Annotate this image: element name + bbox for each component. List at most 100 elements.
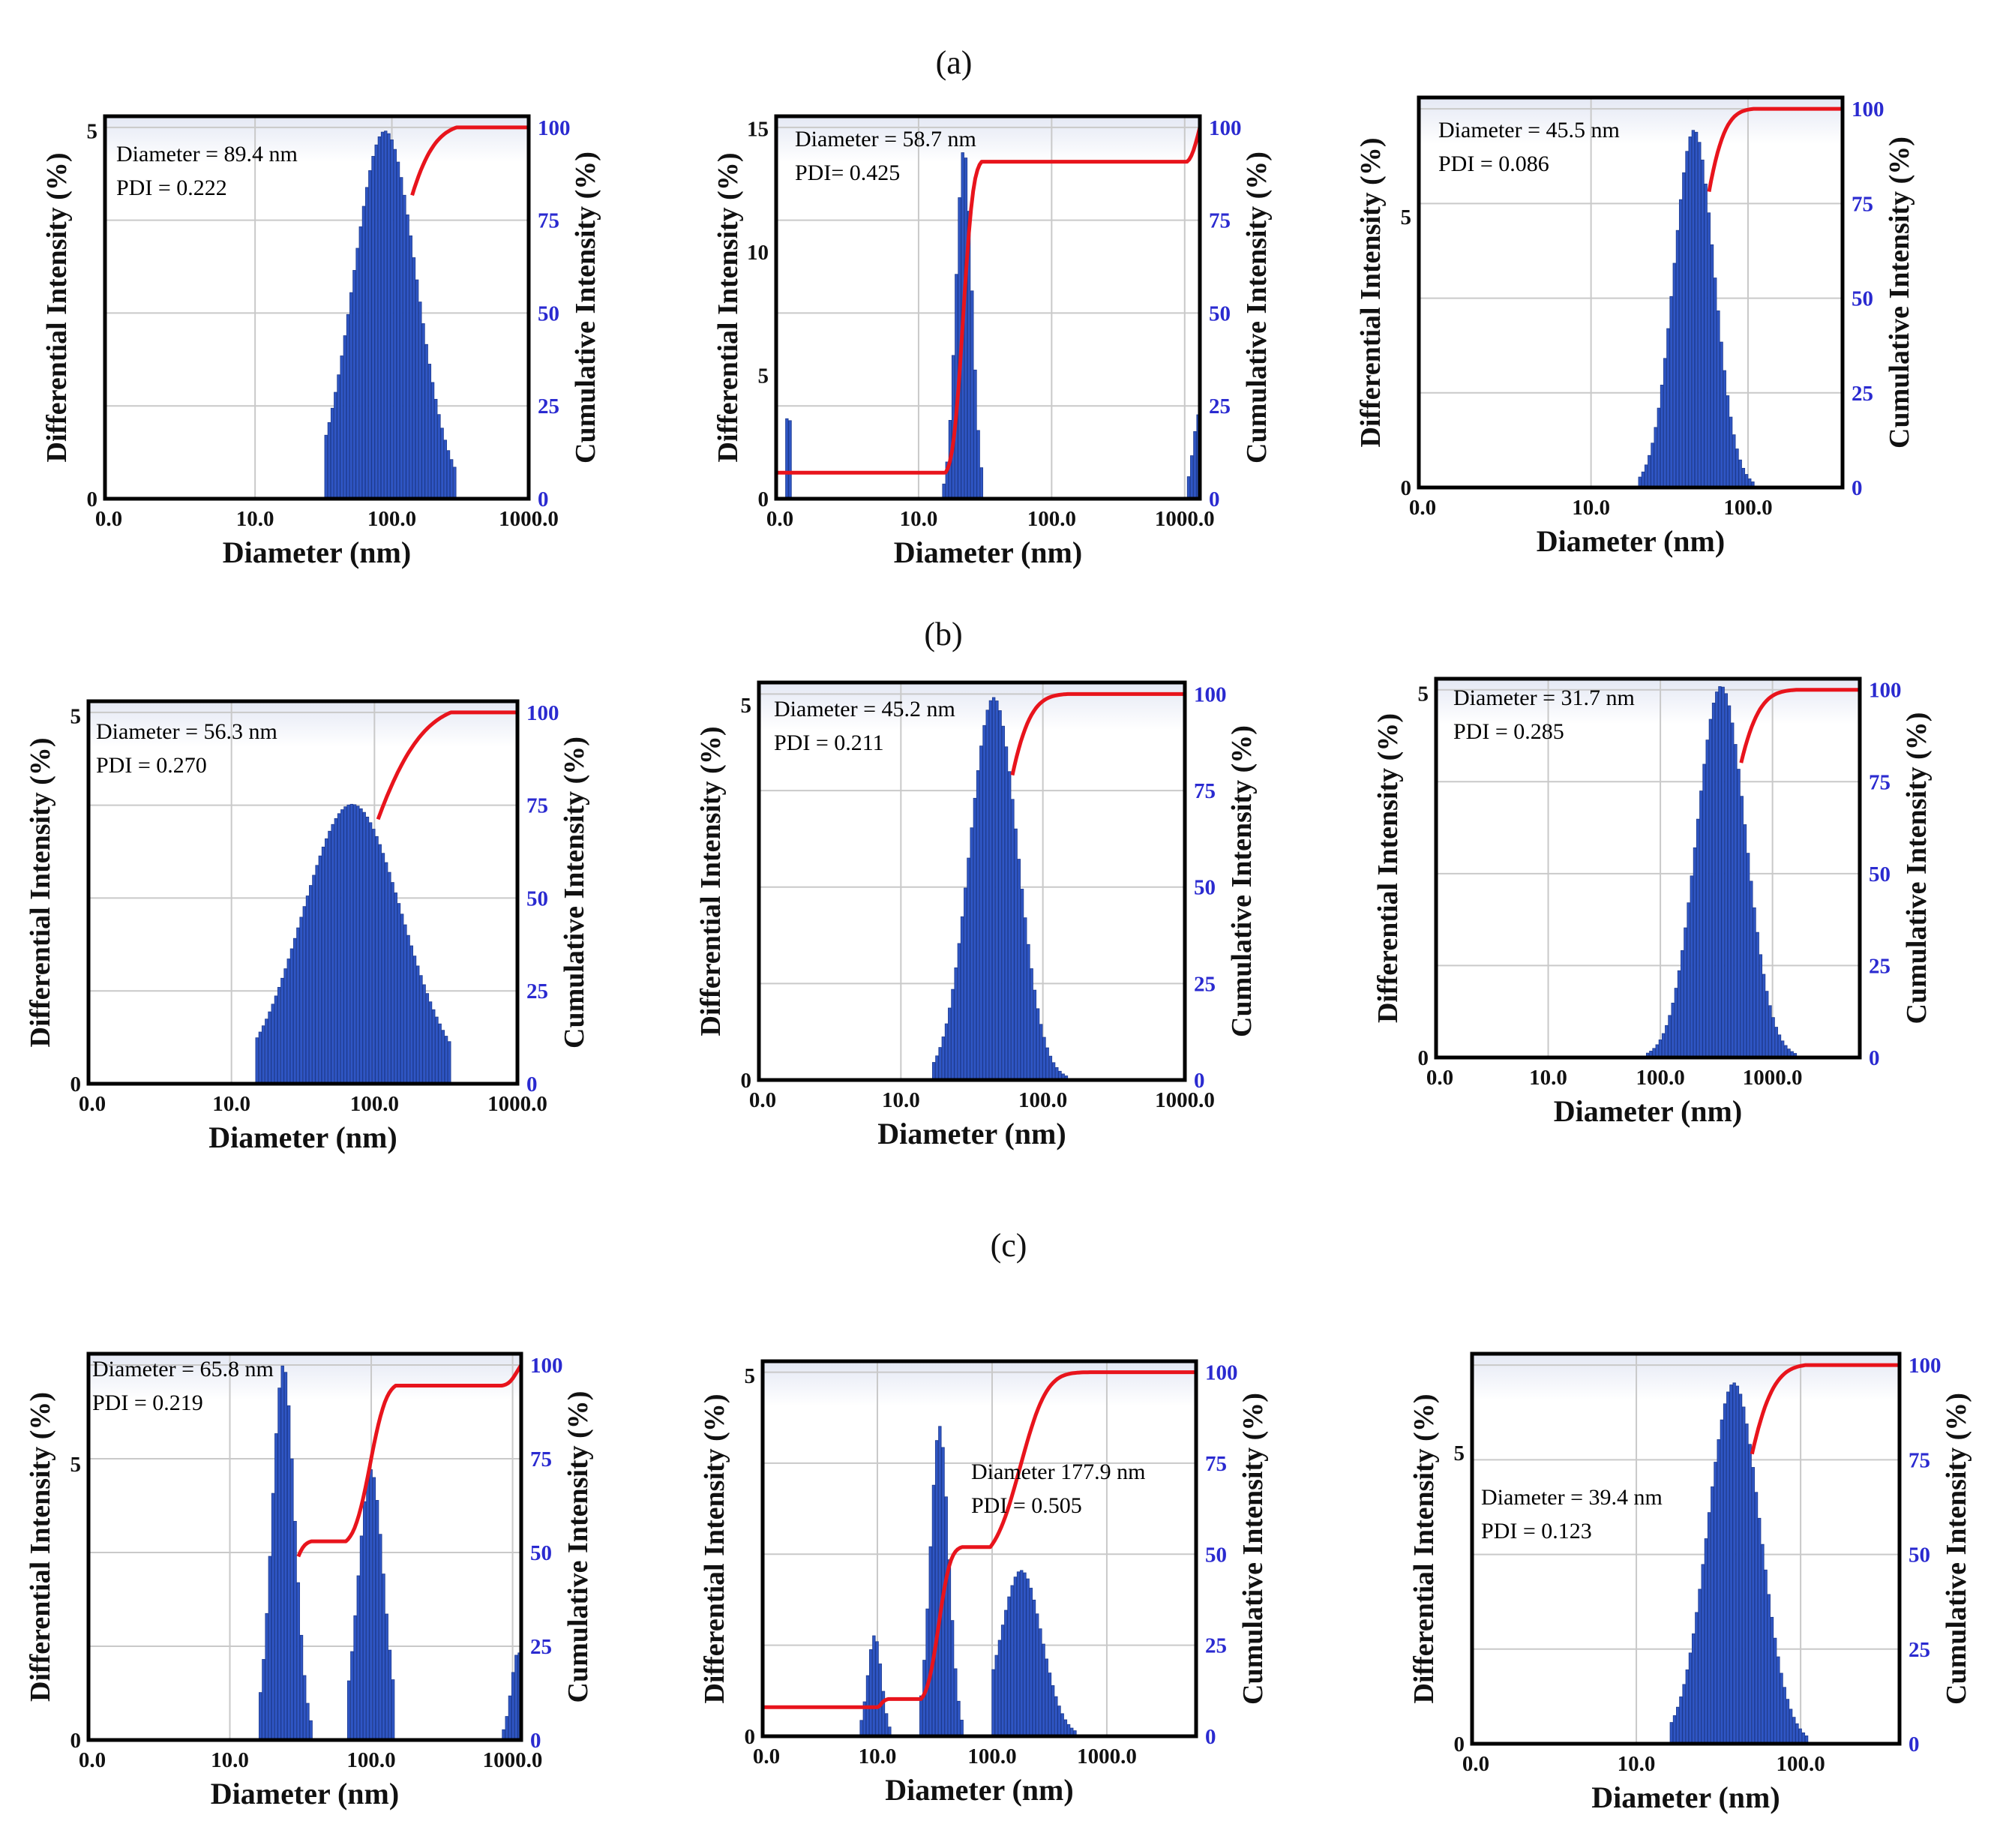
plot-top-band — [105, 116, 529, 163]
x-tick-label: 0.0 — [766, 507, 793, 531]
histogram-bar — [1694, 131, 1699, 488]
histogram-bar — [1063, 1719, 1068, 1737]
y-axis-title: Differential Intensity (%) — [25, 1392, 56, 1702]
histogram-bar — [415, 279, 419, 500]
histogram-bar — [1734, 744, 1738, 1058]
y2-tick-label: 100 — [530, 1354, 563, 1378]
plot-top-band — [776, 116, 1200, 163]
y2-tick-label: 25 — [1205, 1634, 1227, 1658]
y-tick-label: 0 — [70, 1729, 82, 1753]
annotation-pdi: PDI = 0.219 — [92, 1390, 203, 1415]
x-tick-label: 100.0 — [1636, 1066, 1684, 1090]
histogram-bar — [428, 1001, 433, 1084]
y2-tick-label: 0 — [1205, 1725, 1216, 1749]
histogram-bar — [375, 836, 379, 1084]
histogram-bar — [1671, 1002, 1675, 1058]
histogram-bar — [1717, 310, 1720, 488]
histogram-bar — [406, 214, 409, 500]
histogram-bar — [1773, 1637, 1777, 1744]
y-axis-title: Differential Intensity (%) — [1355, 137, 1387, 447]
histogram-bar — [372, 1477, 376, 1741]
histogram-bar — [368, 170, 372, 500]
y2-axis-title: Cumulative Intensity (%) — [1237, 1393, 1269, 1705]
histogram-bar — [1676, 1706, 1680, 1744]
histogram-bar — [859, 1720, 863, 1737]
y2-tick-label: 25 — [1852, 382, 1873, 406]
histogram-bar — [994, 1654, 998, 1737]
histogram-bar — [1727, 705, 1732, 1058]
plot-frame — [774, 114, 1202, 501]
histogram-bar — [1678, 199, 1683, 488]
histogram-bar — [957, 1700, 961, 1737]
histogram-bar — [1780, 1040, 1785, 1058]
histogram-bar — [1698, 1588, 1702, 1744]
histogram-bar — [1699, 790, 1703, 1058]
histogram-bar — [361, 206, 366, 500]
histogram-bar — [1042, 1036, 1046, 1081]
x-tick-label: 10.0 — [1572, 496, 1610, 520]
histogram-bar — [1690, 875, 1693, 1058]
histogram-bar — [1665, 1024, 1669, 1058]
histogram-bar — [960, 916, 964, 1081]
histogram-bar — [356, 1575, 361, 1741]
histogram-bar — [343, 335, 347, 500]
cumulative-curve — [1750, 1363, 1900, 1455]
histogram-bar — [349, 292, 353, 500]
histogram-bar — [884, 1713, 889, 1737]
plot-top-band — [1419, 98, 1843, 145]
histogram-bar — [1057, 1706, 1061, 1737]
histogram-bar — [928, 1546, 932, 1737]
y-axis-title: Differential Intensity (%) — [1408, 1394, 1440, 1703]
chart-panel-a1: Diameter = 89.4 nm PDI = 0.222 0.0 10.0 100.… — [41, 114, 601, 569]
histogram-bar — [430, 382, 435, 500]
histogram-bar — [1751, 1467, 1756, 1744]
histogram-bar — [948, 1007, 952, 1081]
histogram-bar — [318, 855, 322, 1084]
histogram-bar — [1732, 1382, 1736, 1744]
histogram-bar — [1748, 1444, 1752, 1744]
histogram-bar — [409, 945, 414, 1084]
histogram-bar — [327, 422, 331, 500]
histogram-bar — [382, 1574, 385, 1741]
histogram-bar — [1729, 416, 1733, 488]
plot-top-band — [1472, 1354, 1900, 1401]
annotation-pdi: PDI = 0.270 — [96, 753, 207, 778]
annotation-diameter: Diameter = 31.7 nm — [1453, 686, 1635, 710]
chart-panel-b2: Diameter = 45.2 nm PDI = 0.211 0.0 10.0 100.… — [695, 680, 1258, 1150]
annotation-diameter: Diameter = 58.7 nm — [795, 127, 976, 152]
histogram-bar — [951, 988, 955, 1081]
histogram-bar — [1004, 746, 1009, 1081]
annotation-pdi: PDI = 0.222 — [116, 176, 227, 200]
y2-tick-label: 0 — [526, 1072, 538, 1096]
histogram-bar — [312, 874, 316, 1084]
histogram-bar — [446, 450, 451, 500]
x-tick-label: 1000.0 — [487, 1092, 547, 1116]
histogram-bar — [432, 1009, 436, 1084]
histogram-bar — [976, 770, 980, 1081]
histogram-bar — [299, 916, 303, 1084]
histogram-bar — [387, 133, 391, 500]
histogram-bar — [435, 1016, 439, 1084]
histogram-bar — [988, 700, 993, 1081]
histogram-bar — [391, 882, 394, 1084]
x-tick-label: 0.0 — [1426, 1066, 1453, 1090]
annotation-pdi: PDI = 0.211 — [774, 730, 884, 755]
histogram-bar — [422, 984, 426, 1084]
histogram-bar — [302, 906, 307, 1084]
histogram-bar — [331, 824, 334, 1084]
histogram-bar — [1011, 799, 1015, 1081]
histogram-bar — [944, 1496, 948, 1737]
y-axis-title: Differential Intensity (%) — [712, 152, 744, 462]
histogram-bar — [1768, 1005, 1772, 1058]
x-tick-label: 0.0 — [753, 1744, 780, 1768]
histogram-bar — [1666, 328, 1670, 488]
histogram-bar — [964, 887, 967, 1081]
histogram-bar — [1729, 1384, 1733, 1744]
histogram-bar — [369, 1469, 373, 1741]
histogram-bar — [362, 812, 366, 1084]
y-tick-label: 5 — [745, 1364, 756, 1388]
histogram-bar — [1777, 1034, 1782, 1058]
histogram-bar — [274, 995, 278, 1084]
histogram-bar — [1693, 847, 1697, 1058]
histogram-bar — [1726, 395, 1730, 488]
